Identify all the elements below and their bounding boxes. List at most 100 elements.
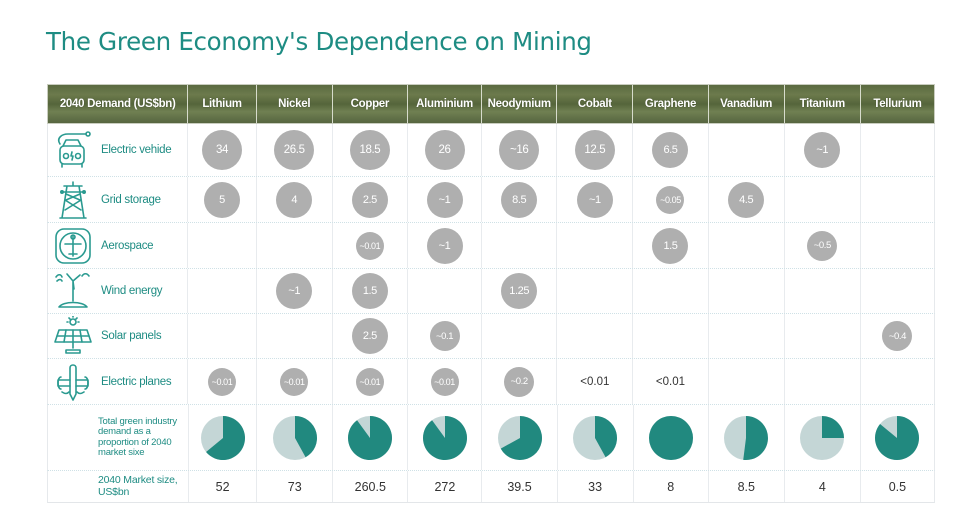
value-bubble: ~0.5	[807, 230, 838, 261]
pie-green-demand-slice	[743, 415, 769, 460]
row-header: Solar panels	[48, 314, 189, 358]
pie-green-demand-slice	[875, 415, 920, 460]
table-cell	[188, 269, 257, 313]
value-bubble: ~0.01	[355, 231, 384, 260]
value-bubble: 1.5	[351, 273, 388, 309]
proportion-pie-cobalt	[573, 415, 618, 460]
row-label: Aerospace	[101, 239, 154, 252]
table-cell: 1.5	[333, 269, 408, 313]
value-bubble: ~0.05	[656, 185, 685, 214]
table-cell	[408, 269, 483, 313]
value-bubble: 4	[276, 181, 313, 218]
table-row: Aerospace ~0.01 ~1 1.5 ~0.5	[47, 223, 935, 269]
table-cell	[861, 124, 934, 176]
column-header-titanium: Titanium	[785, 85, 861, 123]
value-bubble: 34	[202, 130, 243, 170]
row-label: Wind energy	[101, 285, 163, 297]
value-bubble: ~1	[426, 181, 463, 218]
table-cell: 73	[257, 471, 334, 502]
table-cell	[557, 269, 634, 313]
solar-panel-icon	[53, 315, 93, 356]
table-cell	[861, 269, 934, 313]
table-cell	[709, 124, 785, 176]
pie-green-demand-slice	[348, 415, 393, 460]
column-header-tellurium: Tellurium	[873, 98, 922, 110]
table-cell: 260.5	[333, 471, 409, 502]
table-cell	[861, 359, 934, 404]
table-cell	[257, 223, 333, 268]
row-header: Total green industry demand as a proport…	[48, 405, 189, 470]
value-bubble: 2.5	[351, 318, 388, 354]
table-cell: 272	[408, 471, 483, 502]
proportion-pie-aluminium	[422, 415, 467, 460]
value-bubble: ~0.01	[280, 367, 309, 396]
table-cell: 8	[634, 471, 709, 502]
market-size-value: 272	[434, 479, 456, 494]
market-size-value: 8.5	[737, 479, 755, 494]
table-cell: 2.5	[333, 177, 408, 222]
aircraft-icon	[53, 226, 93, 266]
proportion-row-label: Total green industry demand as a proport…	[98, 415, 177, 458]
page-title: The Green Economy's Dependence on Mining	[46, 27, 592, 56]
value-bubble: 8.5	[501, 181, 538, 218]
column-header-neodymium: Neodymium	[482, 85, 558, 123]
table-cell: 8.5	[482, 177, 558, 222]
table-cell: <0.01	[633, 359, 709, 404]
table-cell: ~0.01	[408, 359, 483, 404]
table-header: 2040 Demand (US$bn) Lithium Nickel Copper Al…	[47, 84, 935, 124]
table-row: Grid storage 5 4 2.5 ~1 8.5 ~1 ~0.05 4.5	[47, 177, 935, 223]
value-bubble: ~0.1	[429, 321, 460, 351]
market-size-row-label: 2040 Market size, US$bn	[98, 474, 178, 498]
value-bubble: 4.5	[728, 181, 765, 218]
table-cell: 1.5	[633, 223, 709, 268]
table-cell	[861, 223, 934, 268]
value-bubble: ~1	[576, 181, 613, 218]
value-label: <0.01	[655, 375, 686, 388]
column-header-lithium: Lithium	[188, 85, 257, 123]
table-cell: 0.5	[861, 471, 934, 502]
value-bubble: 1.5	[652, 227, 689, 264]
table-cell	[634, 405, 709, 470]
market-size-value: 52	[215, 479, 230, 494]
row-label: Electric vehide	[101, 144, 172, 156]
column-header-cobalt: Cobalt	[557, 85, 634, 123]
electric-plane-icon	[53, 362, 93, 402]
table-cell	[709, 359, 785, 404]
table-cell: 5	[188, 177, 257, 222]
table-cell	[861, 177, 934, 222]
value-bubble: ~0.01	[430, 367, 459, 396]
pie-green-demand-slice	[595, 415, 618, 457]
proportion-pie-tellurium	[875, 415, 920, 460]
value-bubble: ~0.01	[208, 367, 237, 396]
market-size-value: 33	[588, 479, 603, 494]
column-header-copper: Copper	[333, 85, 408, 123]
table-cell	[408, 405, 483, 470]
table-cell: ~1	[785, 124, 861, 176]
table-row: Solar panels 2.5 ~0.1 ~0.4	[47, 314, 935, 359]
pie-green-demand-slice	[648, 415, 693, 460]
row-header: Wind energy	[48, 269, 189, 313]
column-header-vanadium: Vanadium	[709, 85, 785, 123]
table-cell: ~0.5	[785, 223, 861, 268]
proportion-pie-nickel	[272, 415, 317, 460]
column-header-graphene: Graphene	[633, 85, 709, 123]
mining-demand-table: 2040 Demand (US$bn) Lithium Nickel Copper Al…	[47, 84, 935, 503]
table-cell	[785, 359, 861, 404]
proportion-pie-titanium	[800, 415, 845, 460]
row-label: Solar panels	[101, 330, 162, 342]
proportion-pie-copper	[348, 415, 393, 460]
table-cell	[861, 405, 934, 470]
value-bubble: 26.5	[274, 130, 315, 170]
table-cell: ~0.1	[408, 314, 483, 358]
market-size-value: 260.5	[354, 479, 386, 494]
value-bubble: ~0.4	[882, 321, 913, 351]
row-header: Electric planes	[48, 359, 189, 404]
electric-car-icon	[53, 130, 93, 170]
value-bubble: ~0.2	[504, 366, 535, 397]
table-cell: 12.5	[557, 124, 634, 176]
table-cell: ~1	[257, 269, 333, 313]
value-bubble: 2.5	[351, 181, 388, 218]
table-cell: 33	[558, 471, 634, 502]
table-cell	[333, 405, 409, 470]
table-cell: <0.01	[557, 359, 634, 404]
